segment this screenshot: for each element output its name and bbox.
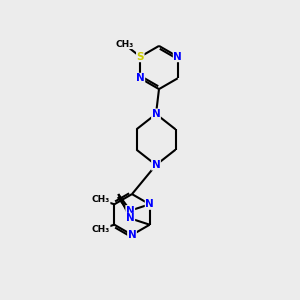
Text: N: N bbox=[173, 52, 182, 62]
Text: N: N bbox=[126, 213, 135, 224]
Text: N: N bbox=[128, 230, 136, 240]
Text: N: N bbox=[152, 160, 160, 170]
Text: CH₃: CH₃ bbox=[92, 225, 110, 234]
Text: N: N bbox=[152, 109, 160, 119]
Text: CH₃: CH₃ bbox=[116, 40, 134, 49]
Text: CH₃: CH₃ bbox=[92, 195, 110, 204]
Text: S: S bbox=[136, 52, 144, 62]
Text: N: N bbox=[136, 73, 145, 83]
Text: N: N bbox=[145, 199, 154, 209]
Text: N: N bbox=[126, 206, 135, 216]
